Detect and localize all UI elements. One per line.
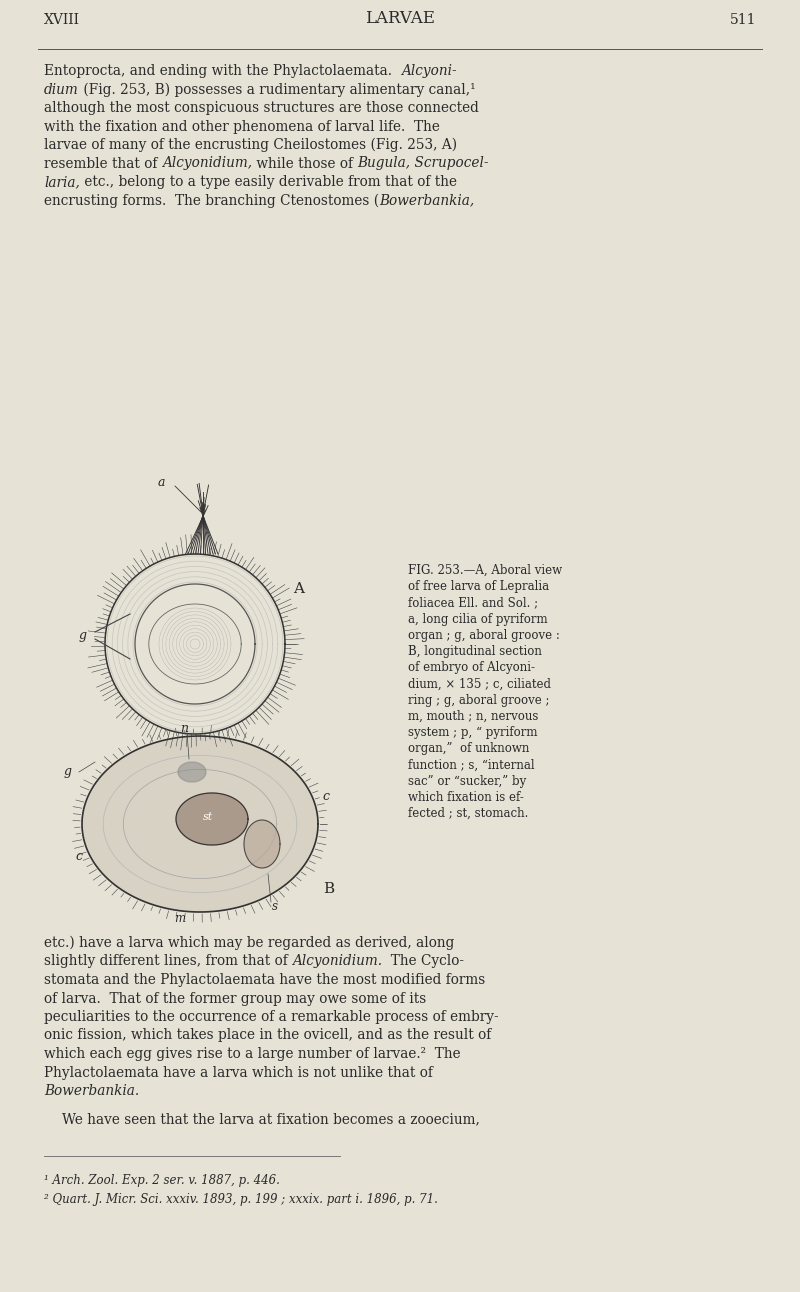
Text: a: a (158, 475, 165, 488)
Text: slightly different lines, from that of: slightly different lines, from that of (44, 955, 292, 969)
Text: fected ; st, stomach.: fected ; st, stomach. (408, 808, 528, 820)
Text: g: g (64, 765, 72, 779)
Text: of larva.  That of the former group may owe some of its: of larva. That of the former group may o… (44, 991, 426, 1005)
Text: g: g (79, 629, 87, 642)
Text: function ; s, “internal: function ; s, “internal (408, 758, 534, 771)
Text: dium, × 135 ; c, ciliated: dium, × 135 ; c, ciliated (408, 677, 551, 690)
Text: foliacea Ell. and Sol. ;: foliacea Ell. and Sol. ; (408, 597, 538, 610)
Text: larvae of many of the encrusting Cheilostomes (Fig. 253, A): larvae of many of the encrusting Cheilos… (44, 138, 457, 152)
Text: FIG. 253.—A, Aboral view: FIG. 253.—A, Aboral view (408, 565, 562, 578)
Polygon shape (82, 736, 318, 912)
Text: B, longitudinal section: B, longitudinal section (408, 645, 542, 658)
Text: Bowerbankia,: Bowerbankia, (379, 194, 474, 208)
Text: (Fig. 253, B) possesses a rudimentary alimentary canal,¹: (Fig. 253, B) possesses a rudimentary al… (78, 83, 475, 97)
Text: s: s (272, 899, 278, 912)
Text: ring ; g, aboral groove ;: ring ; g, aboral groove ; (408, 694, 550, 707)
Text: m: m (174, 912, 186, 925)
Text: system ; p, “ pyriform: system ; p, “ pyriform (408, 726, 538, 739)
Polygon shape (178, 762, 206, 782)
Text: A: A (293, 581, 304, 596)
Text: with the fixation and other phenomena of larval life.  The: with the fixation and other phenomena of… (44, 119, 440, 133)
Text: c: c (75, 850, 82, 863)
Text: a, long cilia of pyriform: a, long cilia of pyriform (408, 612, 548, 625)
Text: Alcyoni-: Alcyoni- (401, 65, 456, 78)
Text: resemble that of: resemble that of (44, 156, 162, 171)
Text: stomata and the Phylactolaemata have the most modified forms: stomata and the Phylactolaemata have the… (44, 973, 486, 987)
Text: Phylactolaemata have a larva which is not unlike that of: Phylactolaemata have a larva which is no… (44, 1066, 433, 1080)
Text: We have seen that the larva at fixation becomes a zooecium,: We have seen that the larva at fixation … (62, 1112, 480, 1127)
Text: organ ; g, aboral groove :: organ ; g, aboral groove : (408, 629, 560, 642)
Text: although the most conspicuous structures are those connected: although the most conspicuous structures… (44, 101, 479, 115)
Text: while those of: while those of (252, 156, 358, 171)
Text: Bowerbankia.: Bowerbankia. (44, 1084, 139, 1098)
Text: sac” or “sucker,” by: sac” or “sucker,” by (408, 775, 526, 788)
Text: of embryo of Alcyoni-: of embryo of Alcyoni- (408, 662, 535, 674)
Text: XVIII: XVIII (44, 13, 80, 27)
Text: dium: dium (44, 83, 78, 97)
Polygon shape (244, 820, 280, 868)
Text: The Cyclo-: The Cyclo- (382, 955, 464, 969)
Text: ¹ Arch. Zool. Exp. 2 ser. v. 1887, p. 446.: ¹ Arch. Zool. Exp. 2 ser. v. 1887, p. 44… (44, 1174, 280, 1187)
Text: etc., belong to a type easily derivable from that of the: etc., belong to a type easily derivable … (80, 174, 457, 189)
Text: onic fission, which takes place in the ovicell, and as the result of: onic fission, which takes place in the o… (44, 1028, 491, 1043)
Text: 511: 511 (730, 13, 756, 27)
Text: ² Quart. J. Micr. Sci. xxxiv. 1893, p. 199 ; xxxix. part i. 1896, p. 71.: ² Quart. J. Micr. Sci. xxxiv. 1893, p. 1… (44, 1193, 438, 1205)
Text: c: c (322, 789, 329, 802)
Text: st: st (203, 811, 213, 822)
Text: organ,”  of unknown: organ,” of unknown (408, 742, 530, 756)
Text: B: B (323, 882, 334, 895)
Text: encrusting forms.  The branching Ctenostomes (: encrusting forms. The branching Ctenosto… (44, 194, 379, 208)
Text: Bugula, Scrupocel-: Bugula, Scrupocel- (358, 156, 489, 171)
Text: which each egg gives rise to a large number of larvae.²  The: which each egg gives rise to a large num… (44, 1047, 461, 1061)
Text: of free larva of Lepralia: of free larva of Lepralia (408, 580, 549, 593)
Text: which fixation is ef-: which fixation is ef- (408, 791, 524, 804)
Text: laria,: laria, (44, 174, 80, 189)
Text: Entoprocta, and ending with the Phylactolaemata.: Entoprocta, and ending with the Phylacto… (44, 65, 401, 78)
Text: Alcyonidium,: Alcyonidium, (162, 156, 252, 171)
Text: peculiarities to the occurrence of a remarkable process of embry-: peculiarities to the occurrence of a rem… (44, 1010, 498, 1025)
Text: etc.) have a larva which may be regarded as derived, along: etc.) have a larva which may be regarded… (44, 935, 454, 951)
Text: n: n (180, 722, 188, 735)
Text: Alcyonidium.: Alcyonidium. (292, 955, 382, 969)
Text: m, mouth ; n, nervous: m, mouth ; n, nervous (408, 709, 538, 722)
Polygon shape (176, 793, 248, 845)
Text: LARVAE: LARVAE (365, 10, 435, 27)
